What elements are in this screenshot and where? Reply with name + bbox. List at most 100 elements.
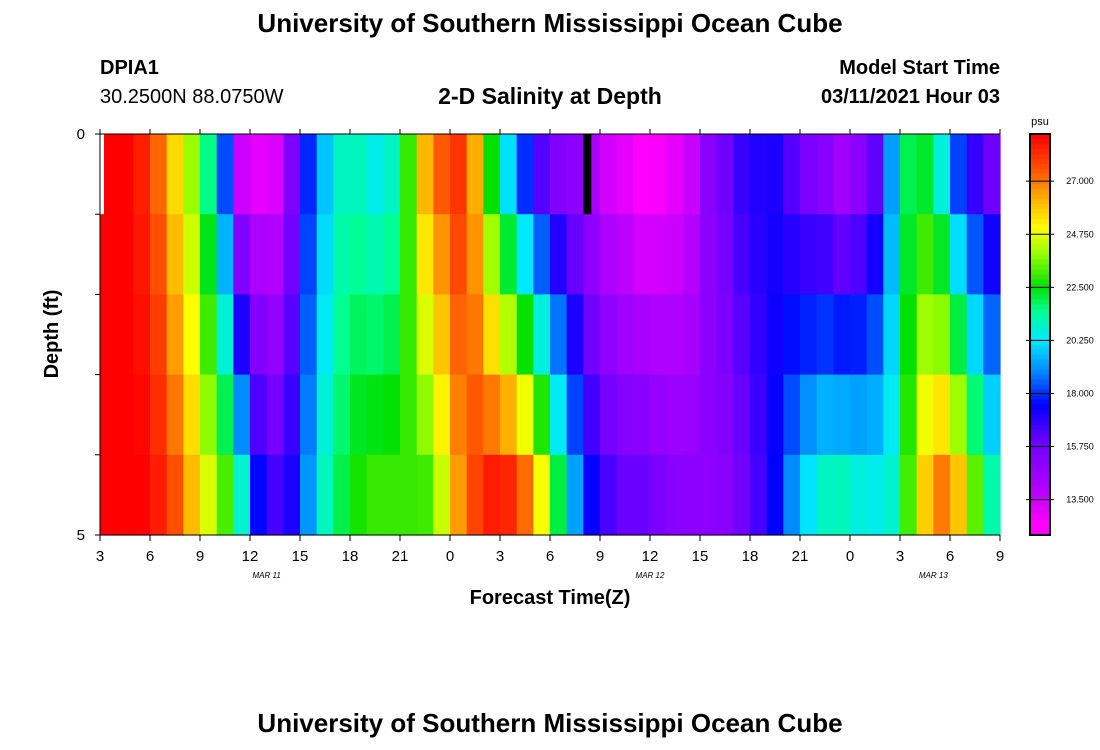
heatmap-cell xyxy=(766,214,784,295)
heatmap-cell xyxy=(350,214,368,295)
heatmap-cell xyxy=(966,454,984,536)
heatmap-cell xyxy=(333,214,351,295)
heatmap-cell xyxy=(266,454,284,536)
heatmap-cell xyxy=(100,454,118,536)
heatmap-cell xyxy=(233,454,251,536)
heatmap-cell xyxy=(950,214,968,295)
colorbar-swatch xyxy=(1030,244,1050,250)
heatmap-cell xyxy=(316,134,334,215)
heatmap-cell xyxy=(366,214,384,295)
station-id: DPIA1 xyxy=(100,57,159,79)
heatmap-cell xyxy=(350,134,368,215)
colorbar-unit: psu xyxy=(1031,116,1049,128)
x-tick-label: 6 xyxy=(946,548,954,565)
heatmap-cell xyxy=(750,374,768,456)
heatmap-cell xyxy=(633,134,651,215)
heatmap-cell xyxy=(500,374,518,456)
missing-data-cell xyxy=(583,134,592,215)
heatmap-cell xyxy=(116,294,134,376)
colorbar-swatch xyxy=(1030,344,1050,351)
x-tick-label: 12 xyxy=(242,548,259,565)
heatmap-cell xyxy=(783,374,801,456)
colorbar-swatch xyxy=(1030,169,1050,175)
colorbar-swatch xyxy=(1030,409,1050,416)
heatmap-cell xyxy=(300,374,318,456)
heatmap-cell xyxy=(100,374,118,456)
heatmap-cell xyxy=(800,134,818,215)
heatmap-cell xyxy=(616,454,634,536)
heatmap-cell xyxy=(433,294,451,376)
heatmap-cell xyxy=(166,214,184,295)
heatmap-cell xyxy=(483,214,501,295)
heatmap-cell xyxy=(700,134,718,215)
heatmap-cell xyxy=(933,294,951,376)
heatmap-cell xyxy=(733,294,751,376)
colorbar-swatch xyxy=(1030,429,1050,436)
heatmap-cell xyxy=(666,134,684,215)
heatmap-cell xyxy=(533,294,551,376)
heatmap-cell xyxy=(183,294,201,376)
heatmap-cell xyxy=(433,454,451,536)
colorbar-swatch xyxy=(1030,229,1050,235)
heatmap-cell xyxy=(133,374,151,456)
heatmap-cell xyxy=(116,454,134,536)
heatmap-cell xyxy=(716,214,734,295)
heatmap-cell xyxy=(983,134,1001,215)
heatmap-cell xyxy=(166,454,184,536)
heatmap-cell xyxy=(233,134,251,215)
heatmap-cell xyxy=(150,214,168,295)
colorbar-swatch xyxy=(1030,379,1050,386)
colorbar-swatch xyxy=(1030,369,1050,376)
heatmap-cell xyxy=(450,134,468,215)
colorbar-swatch xyxy=(1030,294,1050,301)
heatmap-cell xyxy=(216,374,234,456)
colorbar-swatch xyxy=(1030,289,1050,295)
heatmap-cell xyxy=(683,374,701,456)
x-tick-label: 6 xyxy=(546,548,554,565)
colorbar-swatch xyxy=(1030,264,1050,270)
colorbar-swatch xyxy=(1030,249,1050,255)
heatmap-cell xyxy=(600,134,618,215)
model-start-value: 03/11/2021 Hour 03 xyxy=(820,86,1000,108)
heatmap-cell xyxy=(866,214,884,295)
heatmap-cell xyxy=(766,294,784,376)
heatmap-cell xyxy=(500,214,518,295)
heatmap-cell xyxy=(750,214,768,295)
heatmap-cell xyxy=(483,294,501,376)
heatmap-cell xyxy=(733,134,751,215)
heatmap-cell xyxy=(516,294,534,376)
heatmap-cell xyxy=(733,454,751,536)
heatmap-cell xyxy=(183,374,201,456)
page-title: University of Southern Mississippi Ocean… xyxy=(257,8,843,38)
x-tick-label: 9 xyxy=(996,548,1004,565)
heatmap-cell xyxy=(450,454,468,536)
heatmap-cell xyxy=(933,214,951,295)
heatmap-cell xyxy=(783,294,801,376)
heatmap-cell xyxy=(666,454,684,536)
heatmap-cell xyxy=(383,374,401,456)
heatmap-cell xyxy=(516,214,534,295)
heatmap-cell xyxy=(816,374,834,456)
colorbar-swatch xyxy=(1030,399,1050,406)
heatmap-cell xyxy=(650,214,668,295)
heatmap-cell xyxy=(216,214,234,295)
heatmap-cell xyxy=(650,454,668,536)
heatmap-cell xyxy=(266,374,284,456)
x-tick-label: 9 xyxy=(196,548,204,565)
x-tick-label: 21 xyxy=(392,548,409,565)
heatmap-cell xyxy=(816,294,834,376)
colorbar-swatch xyxy=(1030,199,1050,205)
heatmap-cell xyxy=(400,134,418,215)
heatmap-cell xyxy=(816,214,834,295)
heatmap-cell xyxy=(633,454,651,536)
colorbar-swatch xyxy=(1030,359,1050,366)
heatmap-cell xyxy=(566,214,584,295)
heatmap-cell xyxy=(516,454,534,536)
colorbar-swatch xyxy=(1030,204,1050,210)
colorbar-tick-label: 15.750 xyxy=(1066,442,1094,452)
x-date-label: MAR 13 xyxy=(919,571,948,580)
colorbar-swatch xyxy=(1030,454,1050,461)
colorbar-swatch xyxy=(1030,489,1050,496)
heatmap-cell xyxy=(400,454,418,536)
heatmap-cell xyxy=(333,454,351,536)
